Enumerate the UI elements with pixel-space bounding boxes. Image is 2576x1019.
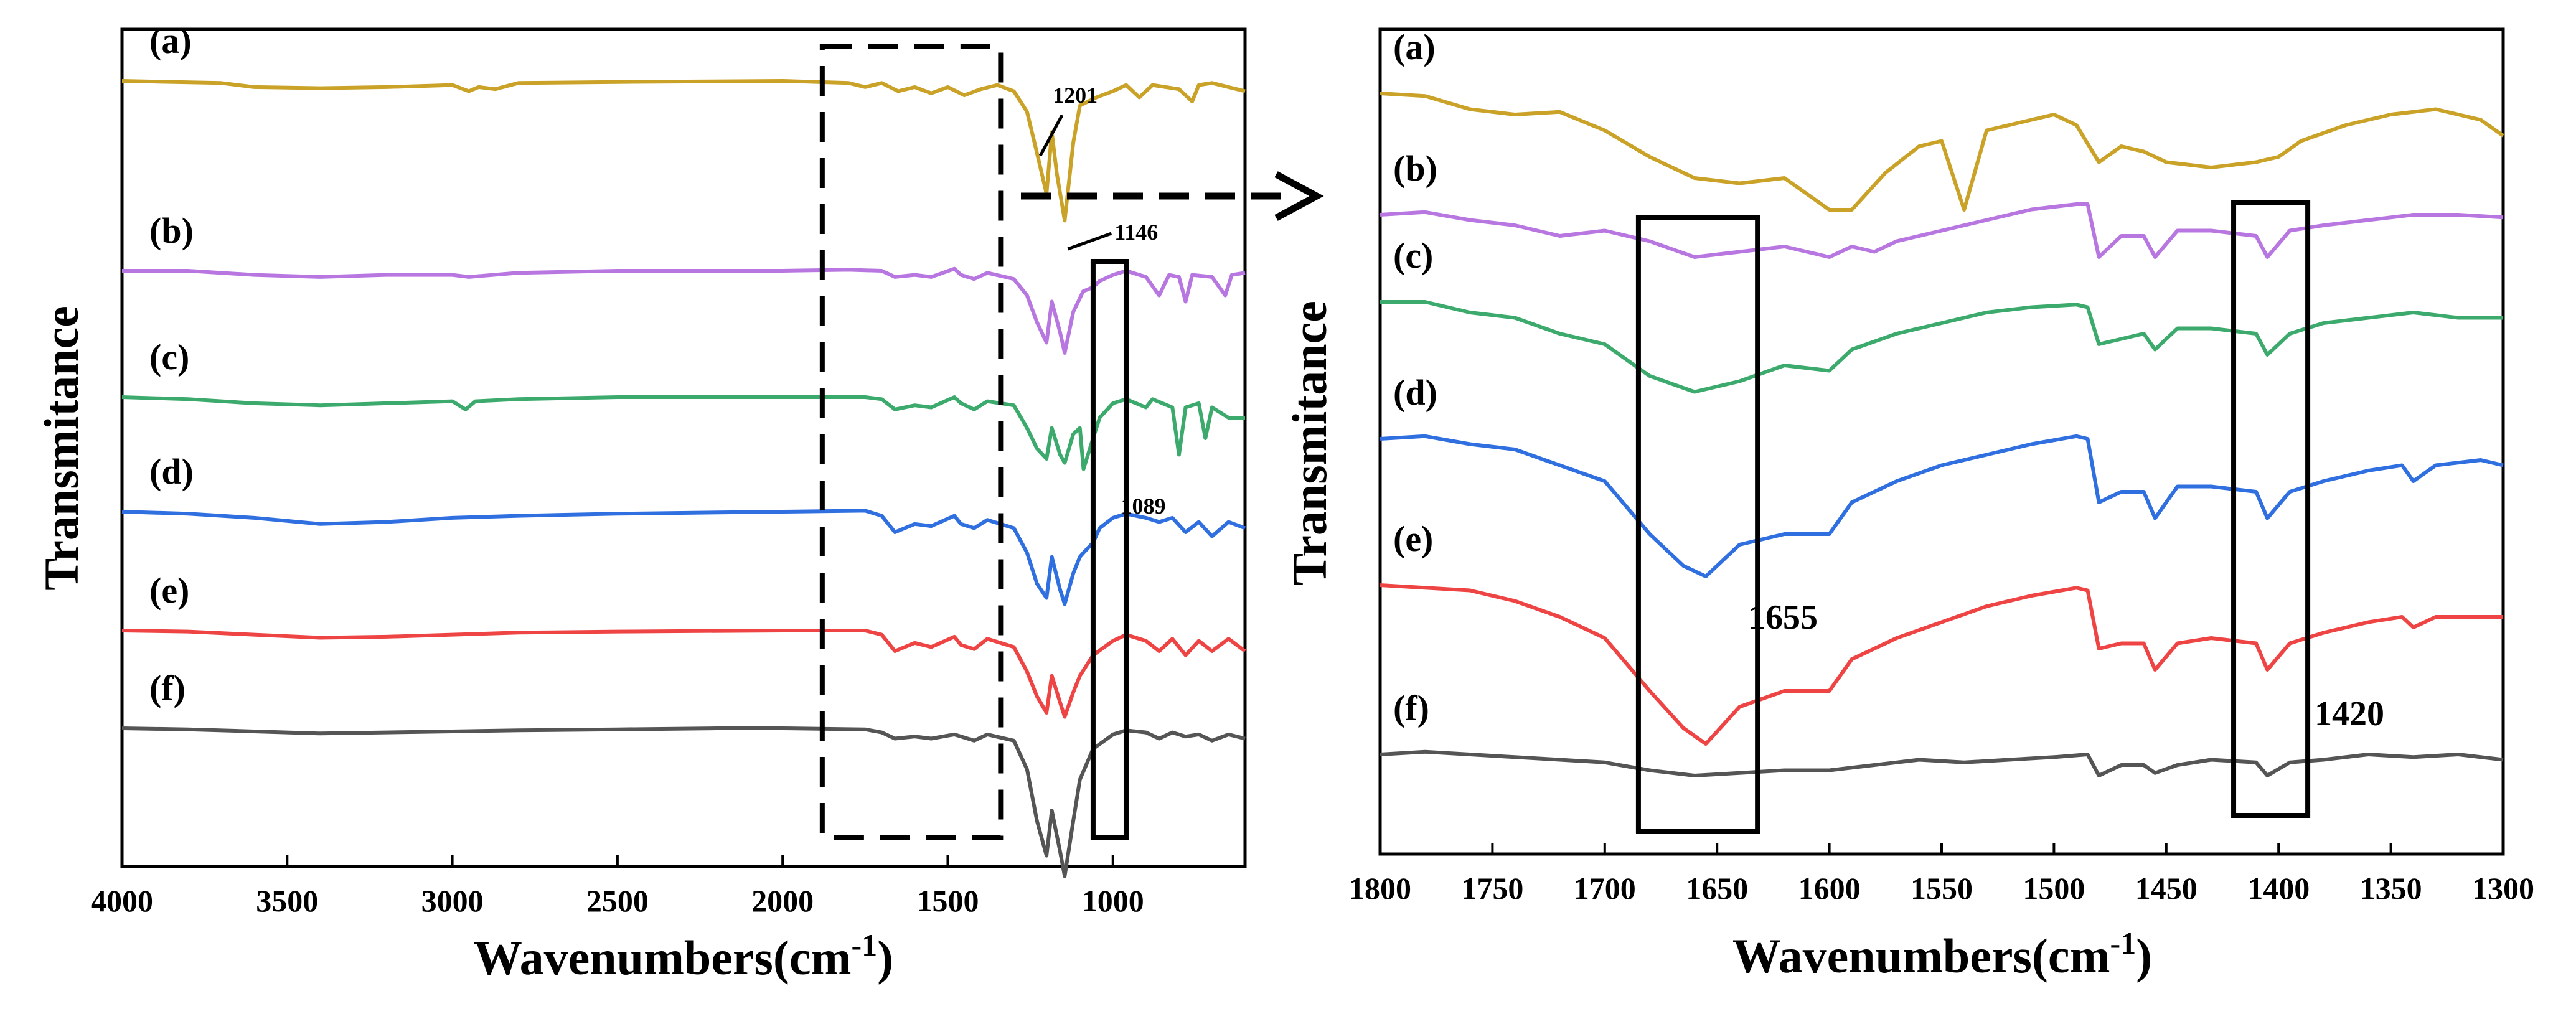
y-axis-title: Transmitance [34, 306, 88, 591]
series-line-a [1380, 92, 2504, 212]
x-ticks: 1800 1750 1700 1650 1600 1550 1500 1450 1400 1350… [1349, 843, 2534, 906]
series-line-c [121, 395, 1245, 471]
x-tick-label: 3000 [421, 883, 484, 918]
x-tick-label: 1500 [916, 883, 979, 918]
series-label-d: (d) [149, 451, 194, 492]
x-tick-label: 2500 [586, 883, 649, 918]
series-label-b: (b) [149, 210, 194, 251]
x-tick-label: 1450 [2135, 871, 2198, 906]
highlight-box [819, 44, 1004, 840]
series-line-d [1380, 434, 2504, 578]
x-tick-label: 1700 [1574, 871, 1636, 906]
zoom-arrow [1021, 171, 1324, 221]
x-tick-label: 1000 [1082, 883, 1144, 918]
series-line-e [1380, 583, 2503, 746]
highlight-box [1090, 259, 1129, 840]
x-tick-label: 1750 [1461, 871, 1523, 906]
series-line-c [1380, 300, 2503, 394]
peak-annotation-1420: 1420 [2315, 695, 2384, 733]
x-tick-label: 4000 [91, 883, 153, 918]
series-label-a: (a) [149, 21, 192, 61]
x-axis-title: Wavenumbers(cm-1) [474, 927, 893, 985]
series-line-f [1380, 749, 2504, 777]
x-axis-title: Wavenumbers(cm-1) [1732, 926, 2152, 983]
series-label-a: (a) [1393, 27, 1436, 67]
series-line-b [1380, 202, 2504, 259]
highlight-box [2231, 200, 2311, 818]
series-label-e: (e) [149, 570, 189, 611]
x-tick-label: 1400 [2247, 871, 2310, 906]
plot-frame [120, 27, 1247, 868]
x-tick-label: 2000 [751, 883, 814, 918]
x-tick-label: 1550 [1911, 871, 1973, 906]
x-tick-label: 3500 [256, 883, 318, 918]
x-tick-label: 1650 [1686, 871, 1748, 906]
y-axis-title: Transmitance [1282, 301, 1337, 586]
x-tick-label: 1600 [1798, 871, 1861, 906]
series-label-c: (c) [149, 337, 189, 377]
series-line-a [121, 79, 1246, 223]
x-tick-label: 1350 [2360, 871, 2422, 906]
annotations: 1201 1146 1089 [819, 44, 1166, 840]
series-line-d [121, 509, 1246, 606]
series-curves [121, 79, 1246, 878]
series-label-b: (b) [1393, 148, 1437, 189]
series-line-f [121, 726, 1246, 878]
x-tick-label: 1300 [2472, 871, 2534, 906]
highlight-box [1635, 215, 1760, 834]
series-label-f: (f) [1393, 688, 1429, 728]
series-labels: (a) (b) (c) (d) (e) (f) [1393, 27, 1437, 728]
series-line-e [121, 629, 1246, 719]
series-labels: (a) (b) (c) (d) (e) (f) [149, 21, 194, 708]
x-tick-label: 1500 [2023, 871, 2085, 906]
series-label-e: (e) [1393, 519, 1433, 559]
series-label-d: (d) [1393, 372, 1437, 413]
series-label-c: (c) [1393, 235, 1433, 276]
annotations: 1655 1420 [1635, 200, 2384, 834]
series-label-f: (f) [149, 668, 186, 708]
x-ticks: 4000 3500 3000 2500 2000 1500 1000 [91, 855, 1144, 918]
peak-annotation-1146: 1146 [1114, 220, 1158, 245]
peak-annotation-1089: 1089 [1121, 494, 1166, 519]
series-curves [1380, 92, 2504, 777]
peak-annotation-1655: 1655 [1748, 598, 1818, 637]
zoomed-spectrum-panel: 1800 1750 1700 1650 1600 1550 1500 1450 1400 1350… [1282, 27, 2534, 983]
peak-annotation-1201: 1201 [1053, 83, 1098, 108]
series-line-b [122, 266, 1246, 355]
full-spectrum-panel: 4000 3500 3000 2500 2000 1500 1000 (a) (b) (c) (d… [34, 21, 1247, 985]
x-tick-label: 1800 [1349, 871, 1411, 906]
